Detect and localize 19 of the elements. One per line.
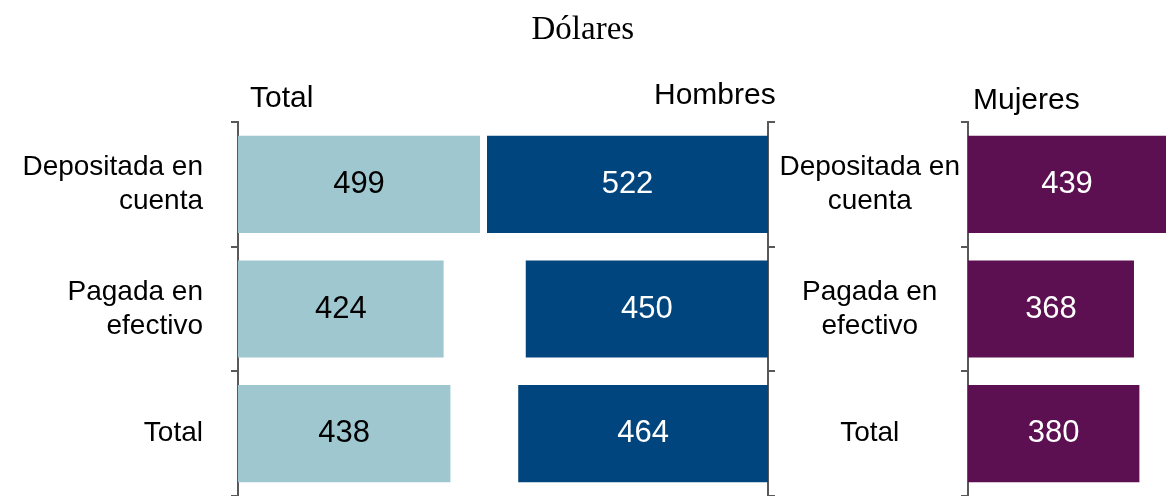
- data-label: 380: [1027, 414, 1080, 450]
- data-label: 424: [314, 289, 367, 325]
- data-label: 450: [621, 289, 673, 325]
- y-tick-label: Total: [143, 416, 203, 448]
- y-tick-label: Depositada en cuenta: [779, 150, 960, 215]
- data-label: 464: [617, 414, 669, 450]
- data-label: 368: [1025, 289, 1077, 325]
- chart-title: Mujeres: [973, 82, 1080, 115]
- chart-title: Total: [250, 80, 314, 113]
- y-tick-label: Depositada en cuenta: [22, 150, 204, 215]
- chart-title: Hombres: [654, 77, 776, 110]
- data-label: 522: [601, 164, 654, 200]
- data-label: 499: [333, 164, 385, 200]
- y-tick-label: Total: [840, 416, 900, 448]
- y-tick-label: Pagada en efectivo: [801, 274, 938, 340]
- data-label: 439: [1041, 164, 1093, 200]
- y-tick-label: Pagada en efectivo: [67, 274, 203, 340]
- data-label: 438: [318, 414, 371, 450]
- text: Dólares: [531, 10, 635, 46]
